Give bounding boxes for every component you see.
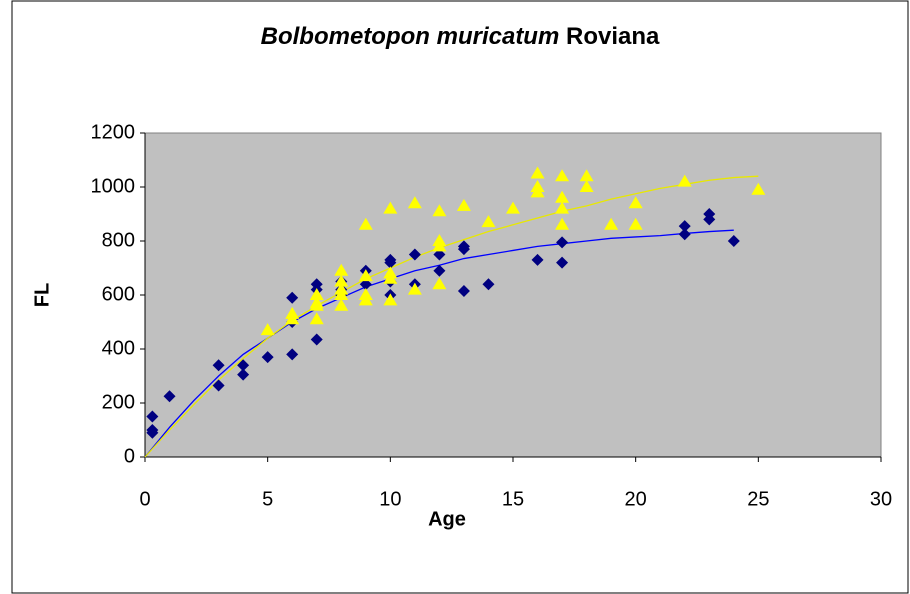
y-tick-label: 0 xyxy=(124,445,135,467)
point xyxy=(457,243,470,256)
x-tick-label: 0 xyxy=(139,488,150,510)
y-axis-label: FL xyxy=(31,283,53,307)
point xyxy=(334,274,349,287)
point xyxy=(677,174,692,187)
y-tick-label: 1200 xyxy=(91,121,136,143)
point xyxy=(334,282,349,295)
point xyxy=(407,282,422,295)
point xyxy=(309,298,324,311)
point xyxy=(407,196,422,209)
point xyxy=(432,239,447,252)
x-tick-label: 10 xyxy=(379,488,401,510)
point xyxy=(384,253,397,266)
point xyxy=(237,359,250,372)
point xyxy=(433,248,446,261)
x-axis-label: Age xyxy=(428,508,466,530)
x-tick-label: 5 xyxy=(262,488,273,510)
point xyxy=(432,204,447,217)
x-tick-label: 20 xyxy=(625,488,647,510)
point xyxy=(433,264,446,277)
chart-title: Bolbometopon muricatum Roviana xyxy=(261,23,660,50)
point xyxy=(506,201,520,214)
point xyxy=(628,196,643,209)
point xyxy=(334,263,349,276)
point xyxy=(358,269,373,282)
x-tick-label: 15 xyxy=(502,488,524,510)
point xyxy=(432,277,447,290)
point xyxy=(481,215,496,228)
y-tick-label: 1000 xyxy=(91,175,136,197)
point xyxy=(309,312,324,325)
plot-area xyxy=(144,132,882,458)
point xyxy=(286,291,299,304)
point xyxy=(163,390,176,403)
point xyxy=(359,278,372,291)
title-species: Bolbometopon muricatum xyxy=(261,23,560,50)
point xyxy=(678,220,691,233)
point xyxy=(408,248,421,261)
point xyxy=(146,410,159,423)
point xyxy=(383,271,398,284)
y-tick-label: 200 xyxy=(102,391,135,413)
point xyxy=(358,217,373,230)
point xyxy=(334,298,349,311)
y-tick-label: 600 xyxy=(102,283,135,305)
point xyxy=(146,424,159,436)
point xyxy=(555,190,570,203)
x-tick-label: 25 xyxy=(747,488,769,510)
y-tick-label: 800 xyxy=(102,229,135,251)
fit-line xyxy=(144,175,759,458)
point xyxy=(751,182,766,195)
point xyxy=(237,368,250,381)
point xyxy=(260,323,275,336)
point xyxy=(261,351,274,364)
point xyxy=(555,217,570,230)
point xyxy=(555,169,570,182)
point xyxy=(556,256,569,269)
point xyxy=(286,348,299,361)
point xyxy=(555,201,570,214)
point xyxy=(579,180,594,192)
title-site: Roviana xyxy=(566,23,660,50)
point xyxy=(530,166,545,179)
point xyxy=(456,198,471,211)
point xyxy=(727,235,740,247)
point xyxy=(383,293,398,306)
point xyxy=(309,288,324,300)
x-tick-label: 30 xyxy=(870,488,892,510)
point xyxy=(212,379,225,392)
point xyxy=(703,213,716,226)
point xyxy=(285,312,300,325)
point xyxy=(678,228,691,241)
point xyxy=(482,278,495,291)
point xyxy=(383,201,398,214)
point xyxy=(579,169,594,182)
point xyxy=(530,185,545,198)
point xyxy=(358,293,373,306)
point xyxy=(628,217,643,230)
point xyxy=(457,284,470,297)
point xyxy=(531,253,544,266)
y-tick-label: 400 xyxy=(102,337,135,359)
point xyxy=(310,333,323,346)
point xyxy=(212,359,225,372)
point xyxy=(556,236,569,249)
point xyxy=(604,217,619,230)
